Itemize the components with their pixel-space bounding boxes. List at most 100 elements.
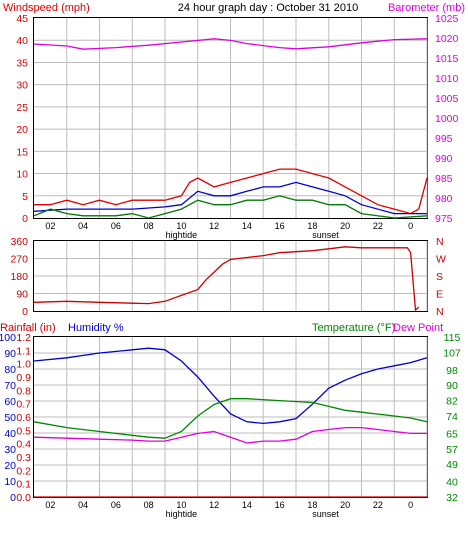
x-tick-label-2-14: 14 [242,500,252,510]
wind-tick-20: 20 [16,124,28,136]
humidity-tick-0: 0 [10,492,16,504]
wind-panel-series-baro [33,38,428,50]
rain-tick-0.0: 0.0 [16,492,31,504]
rain-tick-0.3: 0.3 [16,452,31,464]
windspeed-axis-title: Windspeed (mph) [3,2,90,14]
x-tick-label-0-10: 10 [176,221,186,231]
rain-tick-1.0: 1.0 [16,359,31,371]
baro-tick-975: 975 [435,213,453,225]
rain-tick-0.9: 0.9 [16,372,31,384]
direction-tick-0: 0 [22,306,28,318]
x-tick-label-0-02: 02 [45,221,55,231]
humidity-tick-100: 100 [0,332,16,344]
baro-tick-1000: 1000 [435,113,459,125]
x-tick-label-2-16: 16 [275,500,285,510]
temp-tick-49: 49 [446,459,458,471]
wind-tick-25: 25 [16,102,28,114]
x-tick-label-0-18: 18 [307,221,317,231]
rain-tick-1.2: 1.2 [16,332,31,344]
wind-tick-30: 30 [16,80,28,92]
wind-tick-10: 10 [16,169,28,181]
sunset-annotation: sunset [312,509,339,519]
humidity-tick-50: 50 [4,412,16,424]
x-tick-label-0-12: 12 [209,221,219,231]
baro-tick-995: 995 [435,133,453,145]
compass-tick-N-0: N [436,306,444,318]
x-tick-label-0-0: 0 [408,221,413,231]
grid-lines [34,18,428,497]
baro-tick-1025: 1025 [435,13,459,25]
wind-panel-series-wind [34,168,428,215]
compass-tick-E-1: E [436,289,443,301]
baro-tick-980: 980 [435,193,453,205]
humidity-tick-90: 90 [4,348,16,360]
axis-labels: 02 04 06 08 10 12 14 16 18 20 22 0 hightide sunset 0 2 0… [0,13,461,519]
rainfall-axis-title: Rainfall (in) [0,322,56,334]
x-tick-label-2-04: 04 [78,500,88,510]
direction-series [33,246,420,312]
x-tick-label-2-20: 20 [340,500,350,510]
x-tick-label-2-12: 12 [209,500,219,510]
temp-tick-40: 40 [446,477,458,489]
wind-panel-series-gust [33,181,427,215]
humidity-tick-30: 30 [4,444,16,456]
temp-tick-57: 57 [446,444,458,456]
baro-tick-1010: 1010 [435,73,459,85]
x-tick-label-2-18: 18 [307,500,317,510]
humidity-tick-20: 20 [4,460,16,472]
baro-tick-1015: 1015 [435,53,459,65]
temp-tick-98: 98 [446,365,458,377]
baro-tick-990: 990 [435,153,453,165]
wind-tick-35: 35 [16,57,28,69]
temp-panel-series-dewpoint [33,426,427,444]
humidity-tick-80: 80 [4,364,16,376]
x-tick-label-0-22: 22 [373,221,383,231]
baro-tick-1005: 1005 [435,93,459,105]
temp-panel-series-temperature [33,398,428,439]
direction-tick-360: 360 [10,236,28,248]
x-tick-label-2-22: 22 [373,500,383,510]
x-tick-label-0-06: 06 [111,221,121,231]
baro-tick-1020: 1020 [435,33,459,45]
x-tick-label-0-08: 08 [144,221,154,231]
temp-tick-74: 74 [446,411,458,423]
x-tick-label-0-04: 04 [78,221,88,231]
rain-tick-0.5: 0.5 [16,425,31,437]
wind-tick-5: 5 [22,191,28,203]
temp-panel-series-humidity [33,347,428,425]
wind-tick-0: 0 [22,213,28,225]
humidity-tick-70: 70 [4,380,16,392]
compass-tick-S-2: S [436,271,443,283]
wind-tick-45: 45 [16,13,28,25]
rain-tick-0.2: 0.2 [16,465,31,477]
rain-tick-0.7: 0.7 [16,399,31,411]
temp-tick-65: 65 [446,428,458,440]
rain-tick-0.4: 0.4 [16,439,31,451]
x-tick-label-0-14: 14 [242,221,252,231]
temperature-axis-title: Temperature (°F) [312,322,395,334]
x-tick-label-2-10: 10 [176,500,186,510]
x-tick-label-0-16: 16 [275,221,285,231]
chart-title: 24 hour graph day : October 31 2010 [178,2,358,14]
direction-tick-90: 90 [16,289,28,301]
rain-tick-0.6: 0.6 [16,412,31,424]
series-lines [33,38,428,498]
hightide-annotation: hightide [166,509,198,519]
temp-tick-107: 107 [443,347,461,359]
compass-tick-W-3: W [436,254,446,266]
temp-tick-115: 115 [444,332,461,344]
humidity-tick-40: 40 [4,428,16,440]
sunset-annotation: sunset [312,230,339,240]
humidity-tick-10: 10 [4,476,16,488]
rain-tick-0.8: 0.8 [16,385,31,397]
x-tick-label-2-08: 08 [144,500,154,510]
x-tick-label-2-06: 06 [111,500,121,510]
rain-tick-0.1: 0.1 [16,479,31,491]
wind-tick-40: 40 [16,35,28,47]
x-tick-label-2-0: 0 [408,500,413,510]
compass-tick-N-4: N [436,236,444,248]
rain-tick-1.1: 1.1 [16,345,31,357]
direction-tick-180: 180 [10,271,28,283]
baro-tick-985: 985 [435,173,453,185]
